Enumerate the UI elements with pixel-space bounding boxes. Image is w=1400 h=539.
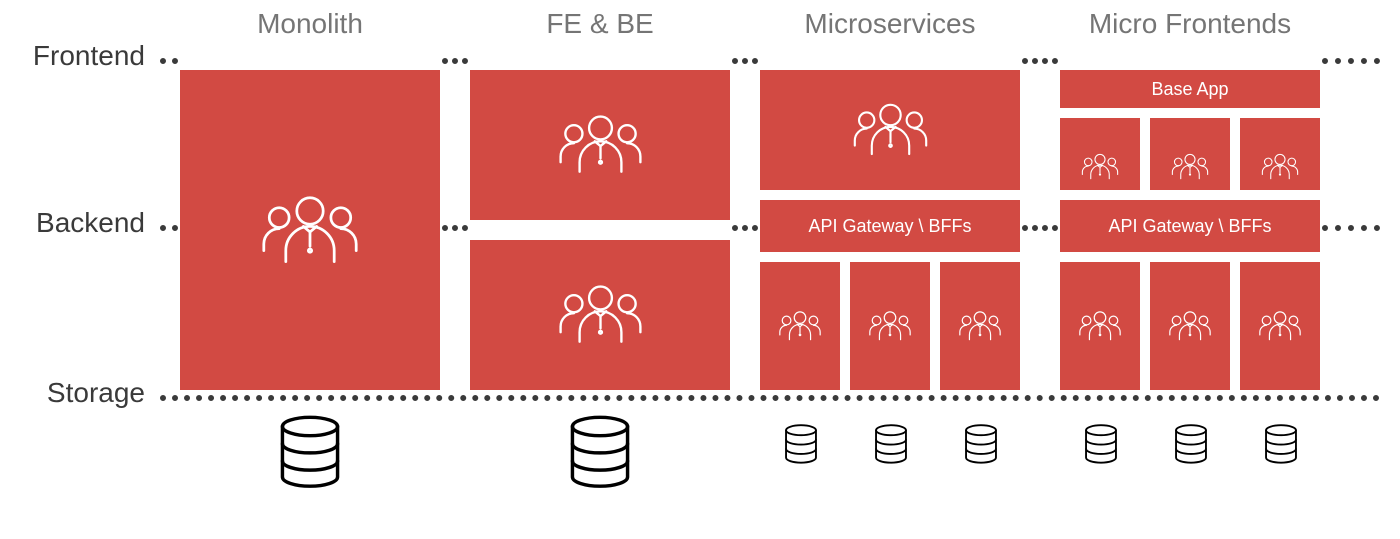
team-icon [1166, 308, 1214, 344]
team-icon [956, 308, 1004, 344]
storage-db-febe-0 [565, 415, 635, 489]
database-icon [565, 415, 635, 489]
team-icon [866, 308, 914, 344]
divider-line [732, 58, 758, 64]
database-icon [275, 415, 345, 489]
divider-line [1322, 58, 1380, 64]
block-label: API Gateway \ BFFs [1108, 216, 1271, 237]
team-icon [255, 189, 365, 272]
divider-line [732, 225, 758, 231]
database-icon [1082, 424, 1120, 464]
arch-block-microfrontends-11 [1240, 118, 1320, 190]
storage-db-monolith-0 [275, 415, 345, 489]
arch-block-microservices-4: API Gateway \ BFFs [760, 200, 1020, 252]
database-icon [782, 424, 820, 464]
column-label-microfrontends: Micro Frontends [1050, 8, 1330, 40]
divider-line [1322, 225, 1380, 231]
block-label: API Gateway \ BFFs [808, 216, 971, 237]
divider-line [442, 58, 468, 64]
column-label-microservices: Microservices [750, 8, 1030, 40]
storage-db-microfrontends-1 [1172, 424, 1210, 464]
arch-block-microfrontends-13 [1060, 262, 1140, 390]
arch-block-microfrontends-9 [1060, 118, 1140, 190]
team-icon [553, 279, 648, 350]
database-icon [1262, 424, 1300, 464]
team-icon [1256, 308, 1304, 344]
arch-block-monolith-0 [180, 70, 440, 390]
arch-block-microfrontends-8: Base App [1060, 70, 1320, 108]
row-label-backend: Backend [0, 207, 145, 239]
storage-db-microfrontends-2 [1262, 424, 1300, 464]
storage-db-microservices-1 [872, 424, 910, 464]
arch-block-microservices-7 [940, 262, 1020, 390]
team-icon [1079, 151, 1121, 183]
divider-line [160, 395, 1380, 401]
arch-block-microservices-6 [850, 262, 930, 390]
team-icon [1076, 308, 1124, 344]
team-icon [1259, 151, 1301, 183]
block-label: Base App [1151, 79, 1228, 100]
arch-block-febe-1 [470, 70, 730, 220]
divider-line [442, 225, 468, 231]
row-label-frontend: Frontend [0, 40, 145, 72]
team-icon [848, 98, 933, 162]
storage-db-microfrontends-0 [1082, 424, 1120, 464]
storage-db-microservices-0 [782, 424, 820, 464]
column-label-monolith: Monolith [170, 8, 450, 40]
row-label-storage: Storage [0, 377, 145, 409]
storage-db-microservices-2 [962, 424, 1000, 464]
database-icon [1172, 424, 1210, 464]
database-icon [962, 424, 1000, 464]
team-icon [776, 308, 824, 344]
database-icon [872, 424, 910, 464]
divider-line [1022, 58, 1058, 64]
arch-block-microservices-5 [760, 262, 840, 390]
arch-block-microfrontends-15 [1240, 262, 1320, 390]
column-label-febe: FE & BE [460, 8, 740, 40]
arch-block-microfrontends-10 [1150, 118, 1230, 190]
divider-line [160, 58, 178, 64]
team-icon [1169, 151, 1211, 183]
arch-block-microfrontends-14 [1150, 262, 1230, 390]
arch-block-microfrontends-12: API Gateway \ BFFs [1060, 200, 1320, 252]
team-icon [553, 109, 648, 180]
arch-block-febe-2 [470, 240, 730, 390]
divider-line [160, 225, 178, 231]
arch-block-microservices-3 [760, 70, 1020, 190]
divider-line [1022, 225, 1058, 231]
